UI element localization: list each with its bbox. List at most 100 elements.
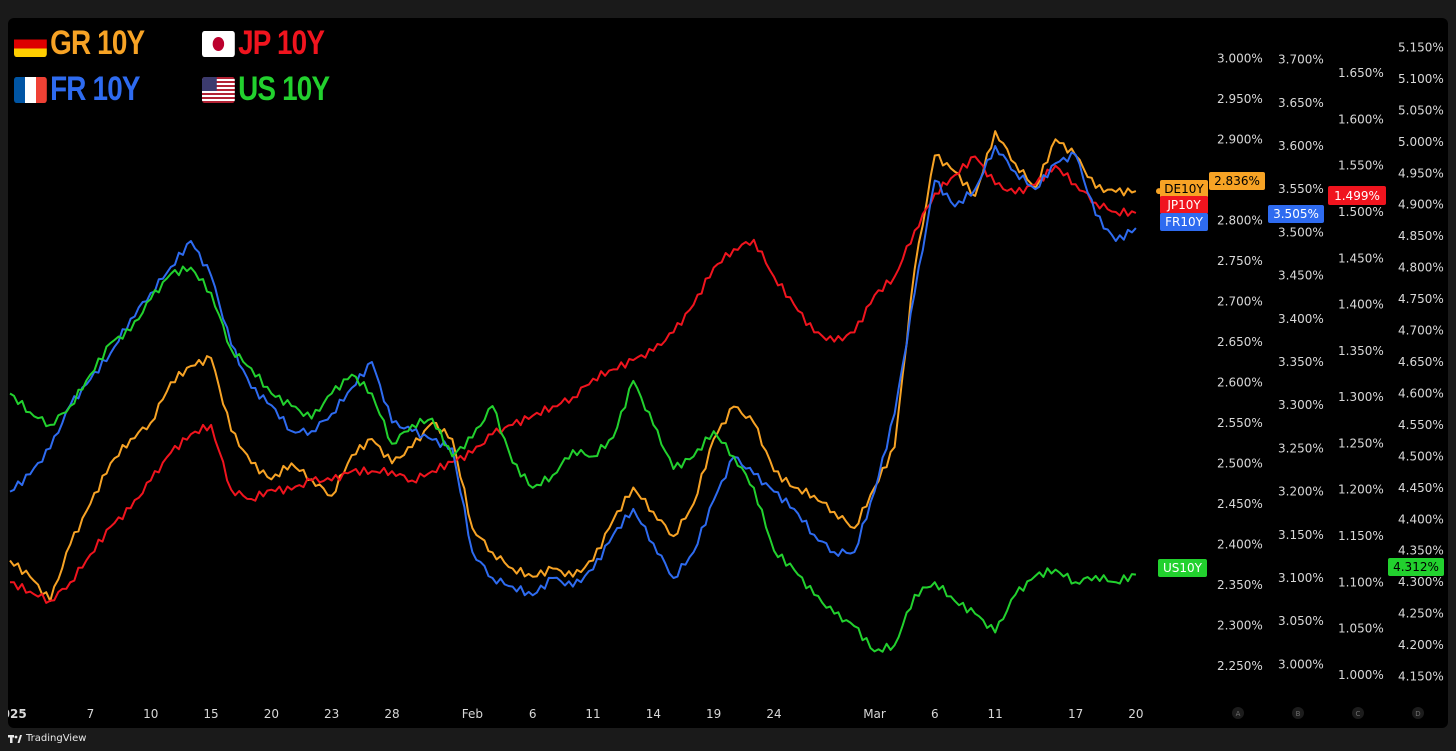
axis-d-tick-label: 5.000% — [1398, 135, 1444, 149]
footer-brand: TradingView — [26, 733, 87, 744]
axis-c-tick-label: 1.200% — [1338, 483, 1384, 497]
axis-a-tick-label: 2.700% — [1217, 294, 1263, 308]
axis-b-tick-label: 3.500% — [1278, 225, 1324, 239]
series-name-text: JP10Y — [1166, 198, 1201, 212]
price-tag-fr10y — [1268, 205, 1324, 223]
axis-b-tick-label: 3.450% — [1278, 269, 1324, 283]
axis-b-tick-label: 3.050% — [1278, 614, 1324, 628]
axis-c-tick-label: 1.150% — [1338, 529, 1384, 543]
axis-a-tick-label: 2.300% — [1217, 618, 1263, 632]
axis-b-tick-label: 3.200% — [1278, 485, 1324, 499]
x-axis-tick-label: 28 — [384, 707, 399, 721]
x-axis-tick-label: 20 — [1128, 707, 1143, 721]
x-axis-tick-label: 17 — [1068, 707, 1083, 721]
x-axis-tick-label: 14 — [646, 707, 661, 721]
axis-d-tick-label: 4.450% — [1398, 481, 1444, 495]
axis-c-tick-label: 1.300% — [1338, 390, 1384, 404]
series-line-us10y[interactable] — [9, 265, 1137, 653]
axis-b-tick-label: 3.250% — [1278, 441, 1324, 455]
x-axis-tick-label: 23 — [324, 707, 339, 721]
price-tag-text: 1.499% — [1334, 189, 1380, 203]
price-tag-de10y — [1209, 172, 1265, 190]
series-name-tag-us10y — [1158, 559, 1207, 577]
axis-a-tick-label: 2.450% — [1217, 497, 1263, 511]
legend-gr10y: GR 10Y — [14, 24, 145, 63]
axis-a-tick-label: 2.950% — [1217, 92, 1263, 106]
axis-a-tick-label: 2.750% — [1217, 254, 1263, 268]
japan-flag-icon — [202, 31, 235, 57]
germany-flag-icon — [14, 31, 47, 57]
axis-b-tick-label: 3.550% — [1278, 182, 1324, 196]
axis-d-tick-label: 4.600% — [1398, 386, 1444, 400]
price-tag-jp10y — [1328, 186, 1386, 205]
axis-a-tick-label: 2.500% — [1217, 456, 1263, 470]
x-axis-tick-label: 6 — [931, 707, 939, 721]
axis-a-letter: A — [1236, 710, 1241, 718]
axis-d-letter: D — [1415, 710, 1420, 718]
axis-d-tick-label: 4.850% — [1398, 229, 1444, 243]
axis-c-tick-label: 1.450% — [1338, 251, 1384, 265]
axis-d-tick-label: 4.150% — [1398, 670, 1444, 684]
series-line-jp10y[interactable] — [10, 155, 1137, 604]
axis-d-tick-label: 4.200% — [1398, 638, 1444, 652]
axis-a-tick-label: 2.550% — [1217, 416, 1263, 430]
axis-b-tick-label: 3.650% — [1278, 96, 1324, 110]
series-line-fr10y[interactable] — [9, 145, 1137, 597]
x-axis-tick-label: 2025 — [8, 707, 27, 721]
axis-d-tick-label: 4.950% — [1398, 166, 1444, 180]
axis-c-badge[interactable] — [1352, 707, 1364, 719]
chart-plot[interactable]: 3.000%2.950%2.900%2.850%2.800%2.750%2.70… — [8, 18, 1448, 728]
usa-flag-icon — [202, 77, 235, 103]
axis-b-tick-label: 3.300% — [1278, 398, 1324, 412]
axis-d-tick-label: 4.250% — [1398, 607, 1444, 621]
axis-b-tick-label: 3.700% — [1278, 53, 1324, 67]
x-axis-tick-label: 11 — [585, 707, 600, 721]
x-axis-tick-label: 6 — [529, 707, 537, 721]
x-axis-tick-label: 11 — [988, 707, 1003, 721]
axis-b-badge[interactable] — [1292, 707, 1304, 719]
axis-a-tick-label: 2.350% — [1217, 578, 1263, 592]
x-axis-tick-label: 10 — [143, 707, 158, 721]
axis-d-tick-label: 4.900% — [1398, 198, 1444, 212]
x-axis-tick-label: 15 — [203, 707, 218, 721]
axis-b-tick-label: 3.400% — [1278, 312, 1324, 326]
axis-c-tick-label: 1.500% — [1338, 205, 1384, 219]
x-axis-tick-label: 20 — [264, 707, 279, 721]
axis-b-tick-label: 3.350% — [1278, 355, 1324, 369]
legend-label: FR 10Y — [50, 70, 140, 108]
axis-c-tick-label: 1.400% — [1338, 298, 1384, 312]
legend-label: JP 10Y — [238, 24, 325, 62]
axis-a-badge[interactable] — [1232, 707, 1244, 719]
axis-c-tick-label: 1.650% — [1338, 66, 1384, 80]
axis-d-tick-label: 4.500% — [1398, 449, 1444, 463]
axis-d-tick-label: 4.700% — [1398, 324, 1444, 338]
x-axis-tick-label: 19 — [706, 707, 721, 721]
axis-b-letter: B — [1296, 710, 1301, 718]
legend-label: US 10Y — [238, 70, 330, 108]
axis-a-tick-label: 2.600% — [1217, 375, 1263, 389]
axis-d-badge[interactable] — [1412, 707, 1424, 719]
axis-a-tick-label: 2.650% — [1217, 335, 1263, 349]
axis-d-tick-label: 5.050% — [1398, 103, 1444, 117]
price-tag-us10y — [1388, 558, 1444, 576]
series-line-de10y[interactable] — [9, 130, 1137, 602]
axis-d-tick-label: 4.650% — [1398, 355, 1444, 369]
axis-a-tick-label: 2.800% — [1217, 213, 1263, 227]
legend-label: GR 10Y — [50, 24, 145, 62]
legend-fr10y: FR 10Y — [14, 70, 140, 109]
axis-b-tick-label: 3.600% — [1278, 139, 1324, 153]
price-tag-text: 3.505% — [1273, 207, 1319, 221]
axis-d-tick-label: 4.750% — [1398, 292, 1444, 306]
legend-jp10y: JP 10Y — [202, 24, 325, 63]
axis-c-tick-label: 1.050% — [1338, 622, 1384, 636]
axis-c-tick-label: 1.000% — [1338, 668, 1384, 682]
tradingview-logo-icon — [8, 734, 22, 743]
axis-d-tick-label: 5.150% — [1398, 40, 1444, 54]
axis-b-tick-label: 3.150% — [1278, 528, 1324, 542]
axis-a-tick-label: 2.900% — [1217, 132, 1263, 146]
axis-a-tick-label: 2.400% — [1217, 537, 1263, 551]
chart-panel[interactable]: 3.000%2.950%2.900%2.850%2.800%2.750%2.70… — [8, 18, 1448, 728]
france-flag-icon — [14, 77, 47, 103]
axis-a-tick-label: 2.250% — [1217, 659, 1263, 673]
legend-us10y: US 10Y — [202, 70, 330, 109]
